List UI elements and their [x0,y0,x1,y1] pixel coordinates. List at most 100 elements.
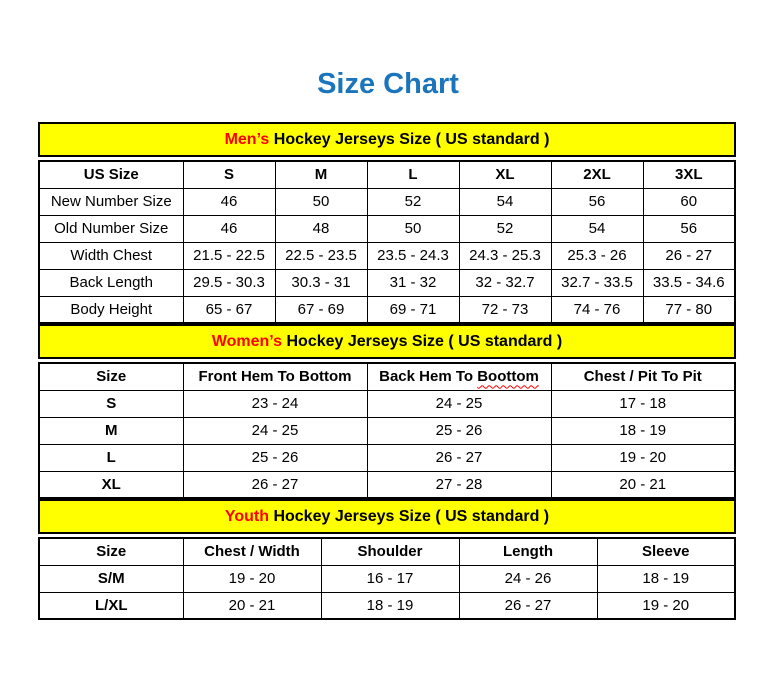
youth-header-highlight: Youth [224,508,269,525]
size-value-cell: 74 - 76 [550,295,644,324]
size-value-cell: 26 - 27 [642,241,736,270]
size-value-cell: 50 [366,214,460,243]
table-row: S 23 - 24 24 - 25 17 - 18 [38,389,736,418]
column-header: Back Hem To Boottom [366,362,552,391]
size-value-cell: 23 - 24 [182,389,368,418]
size-value-cell: 32 - 32.7 [458,268,552,297]
table-row: S/M 19 - 20 16 - 17 24 - 26 18 - 19 [38,564,736,593]
column-header: Sleeve [596,537,736,566]
section-mens: Men’s Hockey Jerseys Size ( US standard … [38,122,736,324]
row-label: L/XL [38,591,184,620]
size-value-cell: 26 - 27 [182,470,368,499]
size-value-cell: 19 - 20 [182,564,322,593]
size-value-cell: 30.3 - 31 [274,268,368,297]
size-value-cell: 46 [182,214,276,243]
page-title: Size Chart [317,68,459,100]
youth-table: Size Chest / Width Shoulder Length Sleeve S/M… [38,537,736,620]
youth-section-header: Youth Hockey Jerseys Size ( US standard … [38,499,736,534]
size-value-cell: 19 - 20 [596,591,736,620]
column-header: Size [38,537,184,566]
mens-header-highlight: Men’s [224,131,270,148]
womens-header-highlight: Women’s [211,333,283,350]
row-label: S/M [38,564,184,593]
table-row: Body Height 65 - 67 67 - 69 69 - 71 72 - 73 7… [38,295,736,324]
row-label: Back Length [38,268,184,297]
size-value-cell: 48 [274,214,368,243]
size-value-cell: 67 - 69 [274,295,368,324]
size-value-cell: 69 - 71 [366,295,460,324]
size-value-cell: 25 - 26 [366,416,552,445]
size-value-cell: 56 [550,187,644,216]
size-value-cell: 24 - 26 [458,564,598,593]
size-value-cell: 16 - 17 [320,564,460,593]
size-value-cell: 20 - 21 [550,470,736,499]
row-label: New Number Size [38,187,184,216]
womens-table: Size Front Hem To Bottom Back Hem To Boott… [38,362,736,499]
mens-header-rest: Hockey Jerseys Size ( US standard ) [269,131,550,148]
column-header: XL [458,160,552,189]
column-header: Size [38,362,184,391]
size-value-cell: 25.3 - 26 [550,241,644,270]
size-value-cell: 77 - 80 [642,295,736,324]
size-chart-page: Size Chart Men’s Hockey Jerseys Size ( U… [0,68,776,620]
size-value-cell: 52 [366,187,460,216]
size-value-cell: 24 - 25 [182,416,368,445]
size-value-cell: 65 - 67 [182,295,276,324]
column-header: US Size [38,160,184,189]
size-value-cell: 18 - 19 [550,416,736,445]
size-value-cell: 50 [274,187,368,216]
row-label: Old Number Size [38,214,184,243]
size-value-cell: 22.5 - 23.5 [274,241,368,270]
size-value-cell: 18 - 19 [596,564,736,593]
table-row: XL 26 - 27 27 - 28 20 - 21 [38,470,736,499]
column-header: S [182,160,276,189]
column-header: Front Hem To Bottom [182,362,368,391]
column-header-row: Size Chest / Width Shoulder Length Sleeve [38,537,736,566]
size-value-cell: 32.7 - 33.5 [550,268,644,297]
size-value-cell: 54 [458,187,552,216]
size-value-cell: 60 [642,187,736,216]
size-value-cell: 23.5 - 24.3 [366,241,460,270]
column-header: Shoulder [320,537,460,566]
mens-section-header: Men’s Hockey Jerseys Size ( US standard … [38,122,736,157]
size-value-cell: 29.5 - 30.3 [182,268,276,297]
row-label: L [38,443,184,472]
size-value-cell: 31 - 32 [366,268,460,297]
misspelled-word: Boottom [477,368,539,386]
row-label: XL [38,470,184,499]
size-value-cell: 46 [182,187,276,216]
size-value-cell: 54 [550,214,644,243]
size-value-cell: 18 - 19 [320,591,460,620]
column-header: 3XL [642,160,736,189]
table-row: L/XL 20 - 21 18 - 19 26 - 27 19 - 20 [38,591,736,620]
table-row: L 25 - 26 26 - 27 19 - 20 [38,443,736,472]
womens-section-header: Women’s Hockey Jerseys Size ( US standar… [38,324,736,359]
size-value-cell: 24.3 - 25.3 [458,241,552,270]
size-value-cell: 26 - 27 [366,443,552,472]
size-value-cell: 33.5 - 34.6 [642,268,736,297]
column-header-row: US Size S M L XL 2XL 3XL [38,160,736,189]
table-row: Width Chest 21.5 - 22.5 22.5 - 23.5 23.5 - … [38,241,736,270]
table-row: M 24 - 25 25 - 26 18 - 19 [38,416,736,445]
size-value-cell: 21.5 - 22.5 [182,241,276,270]
column-header-row: Size Front Hem To Bottom Back Hem To Boott… [38,362,736,391]
column-header: 2XL [550,160,644,189]
size-value-cell: 24 - 25 [366,389,552,418]
column-header: Length [458,537,598,566]
size-value-cell: 56 [642,214,736,243]
mens-table: US Size S M L XL 2XL 3XL New Number Size 46 50 52 5… [38,160,736,324]
row-label: Body Height [38,295,184,324]
table-row: New Number Size 46 50 52 54 56 60 [38,187,736,216]
column-header-text: Back Hem To [379,368,478,386]
section-youth: Youth Hockey Jerseys Size ( US standard … [38,499,736,620]
size-value-cell: 27 - 28 [366,470,552,499]
column-header: L [366,160,460,189]
column-header: Chest / Pit To Pit [550,362,736,391]
size-value-cell: 52 [458,214,552,243]
column-header: M [274,160,368,189]
row-label: Width Chest [38,241,184,270]
table-row: Back Length 29.5 - 30.3 30.3 - 31 31 - 32 32… [38,268,736,297]
size-value-cell: 26 - 27 [458,591,598,620]
youth-header-rest: Hockey Jerseys Size ( US standard ) [269,508,550,525]
row-label: M [38,416,184,445]
